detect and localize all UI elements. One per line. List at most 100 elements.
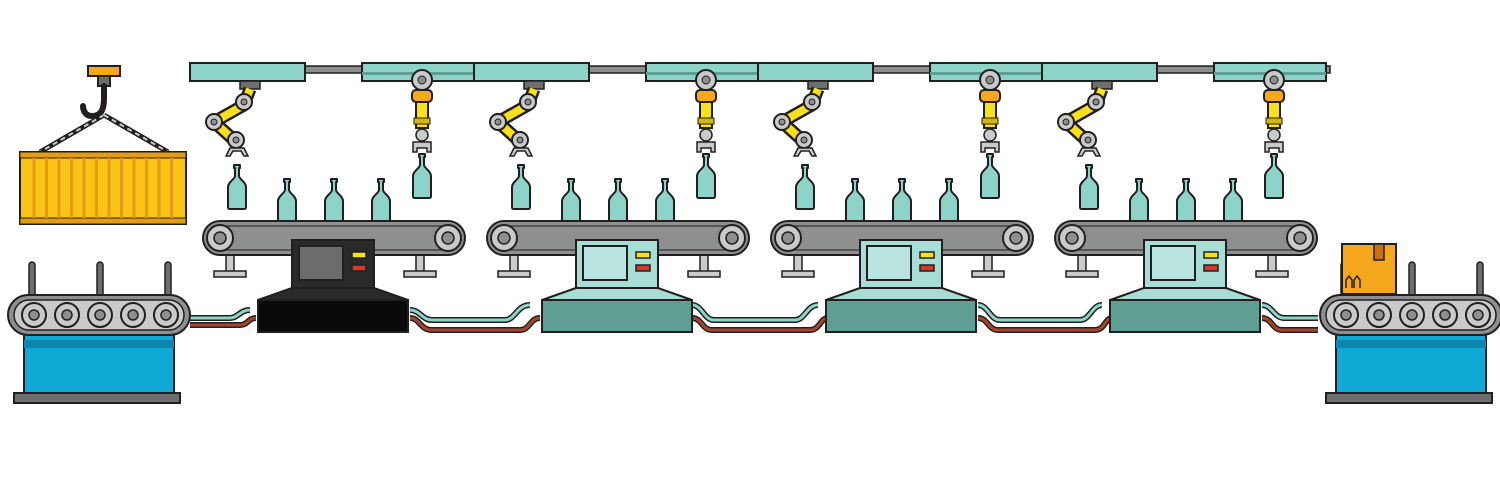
gripper-head [411, 89, 433, 103]
joint-hub [232, 136, 240, 144]
conveyor-foot [687, 270, 721, 278]
gripper-head [695, 89, 717, 103]
bottle-icon [511, 164, 531, 210]
bottle-icon [608, 178, 628, 224]
bottle-icon [795, 164, 815, 210]
conveyor-base-band [24, 340, 174, 348]
conveyor-foot [1065, 270, 1099, 278]
conveyor-foot [497, 270, 531, 278]
conveyor-base-band [1336, 340, 1486, 348]
gripper-jaws [980, 141, 1000, 153]
conveyor-base [1335, 329, 1487, 395]
roller-hub [781, 231, 795, 245]
station-3 [770, 69, 1034, 333]
shaft-band [981, 117, 999, 125]
pivot-hub [985, 75, 995, 85]
roller-hub [94, 309, 106, 321]
roller-hub [1472, 309, 1484, 321]
conveyor-foot [1255, 270, 1289, 278]
joint-hub [1092, 98, 1100, 106]
joint-hub [778, 118, 786, 126]
roller-hub [127, 309, 139, 321]
console-base [825, 299, 977, 333]
robot-arm-icon [1057, 80, 1113, 210]
bottle-icon [324, 178, 344, 224]
station-1 [202, 69, 466, 333]
indicator-yellow [1203, 251, 1219, 259]
roller-hub [1293, 231, 1307, 245]
chain-left-links [39, 114, 105, 153]
control-console-icon [257, 239, 409, 333]
arm-base [1091, 80, 1113, 90]
bottle-icon [892, 178, 912, 224]
roller-hub [1373, 309, 1385, 321]
joint-hub [524, 98, 532, 106]
rail-carriage [473, 62, 590, 82]
console-desk [257, 287, 409, 301]
bottle-icon [561, 178, 581, 224]
gripper-claw [792, 147, 818, 157]
robot-arm-icon [489, 80, 545, 210]
gripper-wrist [699, 128, 713, 142]
bottle-icon [980, 153, 1000, 199]
crane-mount [87, 65, 121, 77]
console-base [541, 299, 693, 333]
cable-teal [190, 303, 1318, 322]
gripper-jaws [1264, 141, 1284, 153]
container-top-band [19, 151, 187, 159]
console-base [257, 299, 409, 333]
roller-hub [497, 231, 511, 245]
gripper-jaws [412, 141, 432, 153]
console-desk [1109, 287, 1261, 301]
robot-arm-icon [773, 80, 829, 210]
container-bottom-band [19, 217, 187, 225]
joint-hub [1062, 118, 1070, 126]
console-screen [1150, 245, 1196, 281]
guide-post [1408, 261, 1416, 299]
bottle-icon [277, 178, 297, 224]
bottle-icon [371, 178, 391, 224]
indicator-red [635, 264, 651, 272]
joint-hub [210, 118, 218, 126]
robot-gripper-icon [1263, 69, 1285, 199]
conveyor-base [23, 329, 175, 395]
indicator-yellow [635, 251, 651, 259]
bottle-icon [655, 178, 675, 224]
robot-arm-icon [205, 80, 261, 210]
guide-post [28, 261, 36, 299]
gripper-head [1263, 89, 1285, 103]
bottle-icon [696, 153, 716, 199]
indicator-red [351, 264, 367, 272]
gripper-wrist [983, 128, 997, 142]
cardboard-box-icon [1341, 243, 1397, 295]
joint-hub [516, 136, 524, 144]
rail-carriage [757, 62, 874, 82]
guide-post [96, 261, 104, 299]
cable-lines [190, 302, 1318, 333]
conveyor-belt-icon [486, 220, 750, 278]
pivot-hub [1269, 75, 1279, 85]
console-desk [541, 287, 693, 301]
indicator-yellow [919, 251, 935, 259]
roller-hub [725, 231, 739, 245]
robot-gripper-icon [695, 69, 717, 199]
conveyor-foot [13, 392, 181, 404]
bottle-icon [845, 178, 865, 224]
shaft-band [1265, 117, 1283, 125]
guide-post [164, 261, 172, 299]
bottle-icon [227, 164, 247, 210]
gripper-claw [1076, 147, 1102, 157]
joint-hub [808, 98, 816, 106]
roller-hub [28, 309, 40, 321]
control-console-icon [541, 239, 693, 333]
stations [202, 69, 1318, 333]
bottle-icon [1176, 178, 1196, 224]
control-console-icon [825, 239, 977, 333]
robot-gripper-icon [979, 69, 1001, 199]
box-tape [1373, 243, 1385, 261]
pivot-hub [701, 75, 711, 85]
end-conveyors [7, 243, 1500, 404]
bottle-icon [1079, 164, 1099, 210]
indicator-red [919, 264, 935, 272]
